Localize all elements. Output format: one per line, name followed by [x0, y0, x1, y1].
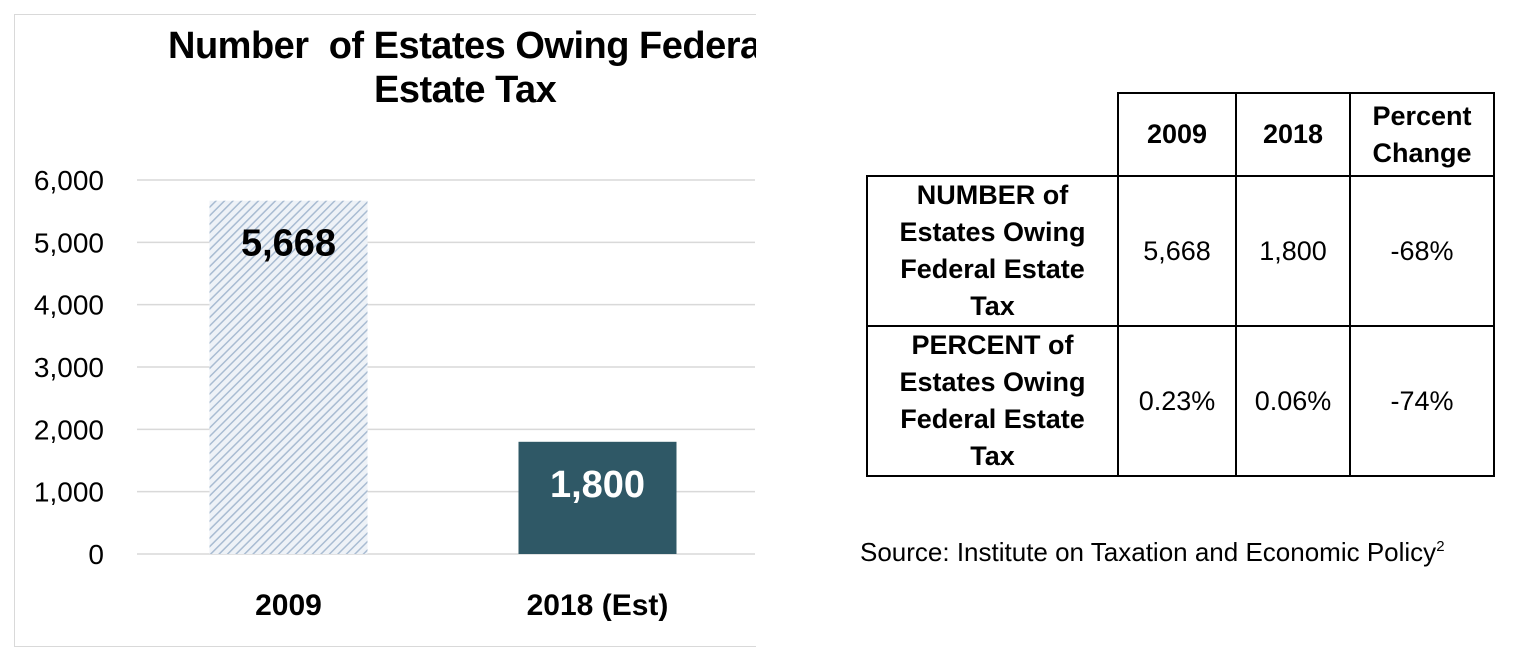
- y-tick-label: 6,000: [34, 165, 104, 196]
- chart-title-clip: Number of Estates Owing Federal Estate T…: [0, 0, 756, 140]
- y-tick-label: 5,000: [34, 227, 104, 258]
- table-header-row: 2009 2018 Percent Change: [867, 92, 1495, 177]
- table-header-2009: 2009: [1117, 92, 1237, 177]
- source-footnote: 2: [1436, 538, 1445, 555]
- table-row-label: PERCENT of Estates Owing Federal Estate …: [866, 325, 1119, 477]
- table-row-label-text: NUMBER of Estates Owing Federal Estate T…: [899, 180, 1086, 321]
- y-tick-label: 4,000: [34, 290, 104, 321]
- table-cell: 0.23%: [1117, 325, 1237, 477]
- table-row: NUMBER of Estates Owing Federal Estate T…: [866, 175, 1495, 327]
- source-note: Source: Institute on Taxation and Econom…: [860, 537, 1445, 568]
- bar-chart: 0 1,000 2,000 3,000 4,000 5,000 6,000 5,668 2009…: [34, 165, 755, 622]
- table-row-label-text: PERCENT of Estates Owing Federal Estate …: [899, 330, 1086, 471]
- source-text: Source: Institute on Taxation and Econom…: [860, 537, 1437, 567]
- bar-2018-est-: [518, 441, 677, 554]
- chart-title-line2: Estate Tax: [374, 69, 557, 111]
- x-tick-label: 2018 (Est): [527, 589, 669, 622]
- table-corner: [867, 93, 1118, 176]
- table-cell: 0.06%: [1235, 325, 1351, 477]
- data-label: 5,668: [241, 223, 336, 265]
- y-tick-label: 3,000: [34, 352, 104, 383]
- table-row: PERCENT of Estates Owing Federal Estate …: [866, 325, 1495, 477]
- table-header-percent-change-label: Percent Change: [1372, 100, 1472, 168]
- table-cell: 5,668: [1117, 175, 1237, 327]
- chart-title: Number of Estates Owing Federal Estate T…: [14, 24, 756, 112]
- table-header-percent-change: Percent Change: [1349, 92, 1495, 177]
- table-cell: 1,800: [1235, 175, 1351, 327]
- data-label: 1,800: [550, 464, 645, 506]
- chart-panel: [14, 14, 756, 647]
- y-tick-label: 1,000: [34, 477, 104, 508]
- table-cell: -74%: [1349, 325, 1495, 477]
- y-tick-label: 2,000: [34, 414, 104, 445]
- table-cell: -68%: [1349, 175, 1495, 327]
- x-tick-label: 2009: [255, 589, 322, 622]
- bar-2009: [209, 200, 368, 554]
- summary-table: 2009 2018 Percent Change NUMBER of Estat…: [866, 92, 1495, 477]
- table-row-label: NUMBER of Estates Owing Federal Estate T…: [866, 175, 1119, 327]
- chart-title-line1: Number of Estates Owing Federal: [168, 25, 756, 67]
- y-tick-label: 0: [88, 539, 104, 570]
- table-header-2018: 2018: [1235, 92, 1351, 177]
